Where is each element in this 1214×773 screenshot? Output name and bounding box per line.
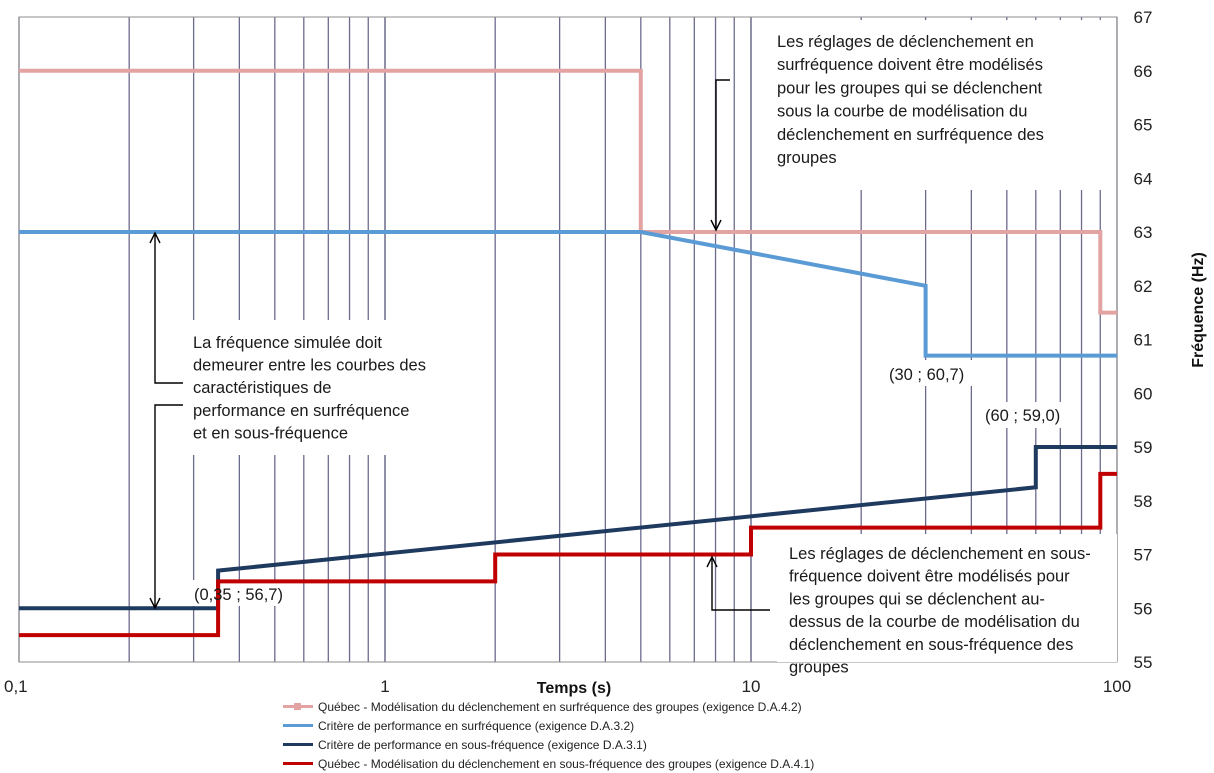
annotation-box-middle <box>183 320 466 455</box>
annotation-arrowhead-top <box>710 219 722 232</box>
annotation-top-line: groupes <box>777 149 837 167</box>
annotation-middle-line: caractéristiques de <box>193 379 332 397</box>
y-tick-label: 67 <box>1134 8 1153 27</box>
legend: Québec - Modélisation du déclenchement e… <box>283 697 814 773</box>
series-line-3 <box>19 445 1117 611</box>
legend-item: Critère de performance en surfréquence (… <box>283 716 814 735</box>
series-line-1 <box>19 68 1117 315</box>
x-tick-labels: 0,1 1 10 100 <box>4 677 1131 696</box>
annotation-text: Les réglages de déclenchement en surfréqu… <box>193 33 1091 677</box>
x-tick-label: 0,1 <box>4 677 28 696</box>
annotation-box-top <box>768 20 1113 190</box>
plot-frame <box>18 16 1118 663</box>
legend-item: Québec - Modélisation du déclenchement e… <box>283 754 814 773</box>
annotation-bottom-line: dessus de la courbe de modélisation du <box>789 613 1080 631</box>
y-tick-labels: 55 56 57 58 59 60 61 62 63 64 65 66 67 <box>1134 8 1153 672</box>
point-label-box <box>979 402 1079 428</box>
legend-label: Critère de performance en sous-fréquence… <box>318 737 647 752</box>
annotation-bottom-line: déclenchement en sous-fréquence des <box>789 636 1073 654</box>
y-axis-title: Fréquence (Hz) <box>1190 252 1207 368</box>
annotation-bottom-line: fréquence doivent être modélisés pour <box>789 568 1070 586</box>
y-tick-label: 59 <box>1134 438 1153 457</box>
annotation-middle-line: performance en surfréquence <box>193 402 409 420</box>
annotation-bottom-line: les groupes qui se déclenchent au- <box>789 590 1045 608</box>
annotation-middle-line: demeurer entre les courbes des <box>193 357 426 375</box>
y-tick-label: 58 <box>1134 492 1153 511</box>
y-tick-label: 56 <box>1134 599 1153 618</box>
annotation-top-line: déclenchement en surfréquence des <box>777 126 1044 144</box>
x-axis-title: Temps (s) <box>537 680 611 697</box>
point-label-box <box>882 360 982 386</box>
annotation-top-line: surfréquence doivent être modélisés <box>777 56 1043 74</box>
y-tick-label: 55 <box>1134 653 1153 672</box>
annotation-arrow-top <box>715 79 730 230</box>
x-tick-label: 1 <box>380 677 389 696</box>
annotation-middle-line: et en sous-fréquence <box>193 424 348 442</box>
annotation-arrow-bottom <box>711 557 770 611</box>
annotation-middle-line: La fréquence simulée doit <box>193 334 382 352</box>
legend-label: Québec - Modélisation du déclenchement e… <box>318 699 802 714</box>
legend-item: Critère de performance en sous-fréquence… <box>283 735 814 754</box>
point-label: (0,35 ; 56,7) <box>194 586 283 604</box>
series-line-4 <box>19 471 1117 638</box>
x-tick-label: 10 <box>742 677 761 696</box>
point-label-box <box>190 580 285 606</box>
legend-label: Québec - Modélisation du déclenchement e… <box>318 756 815 771</box>
y-tick-label: 62 <box>1134 277 1153 296</box>
legend-swatch <box>283 743 313 746</box>
point-label: (30 ; 60,7) <box>889 366 964 384</box>
legend-label: Critère de performance en surfréquence (… <box>318 718 635 733</box>
legend-swatch <box>283 724 313 727</box>
y-tick-label: 66 <box>1134 62 1153 81</box>
point-label: (60 ; 59,0) <box>985 407 1060 425</box>
annotation-top-line: sous la courbe de modélisation du <box>777 103 1027 121</box>
y-tick-label: 63 <box>1134 223 1153 242</box>
x-tick-label: 100 <box>1103 677 1131 696</box>
annotation-arrows <box>149 79 770 611</box>
y-tick-label: 65 <box>1134 116 1153 135</box>
y-tick-label: 61 <box>1134 331 1153 350</box>
legend-item: Québec - Modélisation du déclenchement e… <box>283 697 814 716</box>
legend-swatch <box>283 703 313 710</box>
y-tick-label: 64 <box>1134 169 1153 188</box>
annotation-bottom-line: groupes <box>789 659 849 677</box>
annotation-arrow-middle-down <box>154 404 183 608</box>
annotation-arrowhead-middle-down <box>149 597 161 610</box>
annotation-box-bottom <box>777 534 1117 662</box>
annotation-arrowhead-bottom <box>706 555 718 568</box>
annotation-top-line: pour les groupes qui se déclenchent <box>777 79 1043 97</box>
annotation-boxes <box>183 20 1117 662</box>
annotation-arrow-middle-up <box>154 233 183 384</box>
series-line-2 <box>19 230 1117 358</box>
annotation-arrowhead-middle-up <box>149 231 161 244</box>
annotation-top-line: Les réglages de déclenchement en <box>777 33 1034 51</box>
series-lines <box>19 68 1117 638</box>
legend-marker <box>294 703 301 710</box>
legend-swatch <box>283 762 313 765</box>
y-tick-label: 57 <box>1134 546 1153 565</box>
y-tick-label: 60 <box>1134 384 1153 403</box>
annotation-bottom-line: Les réglages de déclenchement en sous- <box>789 545 1091 563</box>
